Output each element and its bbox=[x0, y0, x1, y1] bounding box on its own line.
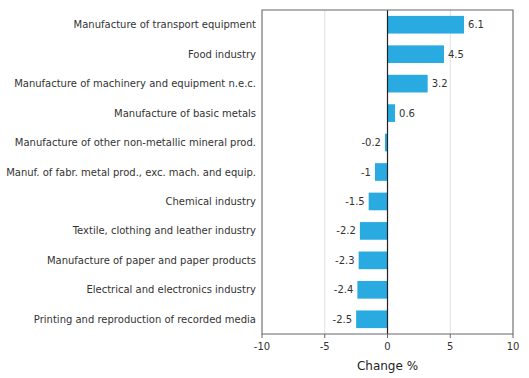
x-tick-label: -5 bbox=[320, 341, 330, 352]
grid-line bbox=[387, 10, 388, 334]
category-label: Chemical industry bbox=[165, 196, 256, 207]
category-label: Printing and reproduction of recorded me… bbox=[34, 314, 256, 325]
x-tick-label: 10 bbox=[507, 341, 520, 352]
grid bbox=[262, 10, 513, 334]
bar bbox=[359, 252, 388, 270]
data-labels: -2.5 -2.4 -2.3 -2.2 -1.5 -1 -0.2 0.6 3.2 4.5 6.1 bbox=[333, 19, 484, 325]
plot-frame bbox=[262, 10, 513, 334]
bar bbox=[357, 281, 387, 299]
data-label: -0.2 bbox=[361, 137, 381, 148]
data-label: 4.5 bbox=[448, 49, 464, 60]
x-tick bbox=[262, 334, 263, 338]
x-tick-label: 5 bbox=[447, 341, 453, 352]
category-label: Manufacture of transport equipment bbox=[74, 19, 256, 30]
chart-svg: -2.5 -2.4 -2.3 -2.2 -1.5 -1 -0.2 0.6 3.2 4.5 6.1 Pr… bbox=[0, 0, 529, 378]
category-label: Manufacture of basic metals bbox=[114, 108, 256, 119]
x-tick bbox=[450, 334, 451, 338]
x-tick-label: -10 bbox=[254, 341, 270, 352]
grid-line bbox=[324, 10, 325, 334]
bar bbox=[375, 163, 388, 181]
x-axis-title: Change % bbox=[357, 359, 418, 373]
data-label: 6.1 bbox=[468, 19, 484, 30]
bar bbox=[369, 193, 388, 211]
category-label: Manufacture of paper and paper products bbox=[47, 255, 256, 266]
category-label: Manuf. of fabr. metal prod., exc. mach. … bbox=[6, 167, 256, 178]
bar bbox=[356, 310, 387, 328]
x-axis: -10 -5 0 5 10 bbox=[254, 334, 520, 352]
category-label: Manufacture of other non-metallic minera… bbox=[15, 137, 256, 148]
bar bbox=[388, 16, 465, 34]
data-label: 3.2 bbox=[432, 78, 448, 89]
zero-line bbox=[387, 10, 388, 334]
bars bbox=[356, 16, 464, 328]
chart-container: -2.5 -2.4 -2.3 -2.2 -1.5 -1 -0.2 0.6 3.2 4.5 6.1 Pr… bbox=[0, 0, 529, 378]
data-label: -1 bbox=[361, 167, 371, 178]
x-tick bbox=[387, 334, 388, 338]
data-label: -2.3 bbox=[335, 255, 355, 266]
x-tick bbox=[324, 334, 325, 338]
data-label: 0.6 bbox=[399, 108, 415, 119]
data-label: -2.5 bbox=[333, 314, 353, 325]
bar bbox=[388, 75, 428, 93]
x-tick-label: 0 bbox=[384, 341, 390, 352]
data-label: -2.2 bbox=[336, 225, 356, 236]
y-axis-labels: Printing and reproduction of recorded me… bbox=[6, 19, 256, 325]
data-label: -2.4 bbox=[334, 284, 354, 295]
bar bbox=[388, 45, 444, 63]
x-tick bbox=[513, 334, 514, 338]
category-label: Electrical and electronics industry bbox=[86, 284, 256, 295]
bar bbox=[360, 222, 388, 240]
bar bbox=[388, 104, 396, 122]
data-label: -1.5 bbox=[345, 196, 365, 207]
category-label: Food industry bbox=[188, 49, 256, 60]
category-label: Manufacture of machinery and equipment n… bbox=[14, 78, 256, 89]
category-label: Textile, clothing and leather industry bbox=[72, 225, 256, 236]
